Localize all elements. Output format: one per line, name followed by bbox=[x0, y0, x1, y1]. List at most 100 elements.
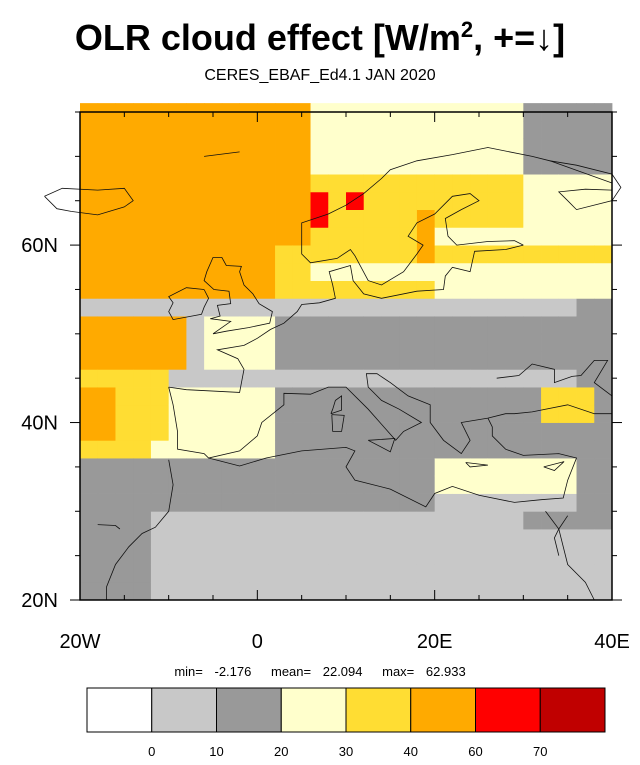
field-cell bbox=[275, 156, 294, 175]
field-cell bbox=[97, 458, 116, 477]
field-cell bbox=[275, 404, 294, 423]
map-plot: 20W 0 20E 40E 20N 40N 60N bbox=[21, 103, 630, 653]
field-cell bbox=[523, 422, 542, 441]
field-cell bbox=[80, 493, 99, 512]
field-cell bbox=[221, 564, 240, 583]
coastline bbox=[331, 414, 345, 432]
field-cell bbox=[257, 120, 276, 140]
field-cell bbox=[221, 262, 240, 281]
field-cell bbox=[257, 404, 276, 423]
field-cell bbox=[541, 546, 560, 565]
field-cell bbox=[381, 316, 400, 335]
field-cell bbox=[470, 280, 489, 299]
field-cell bbox=[257, 458, 276, 477]
field-cell bbox=[470, 582, 489, 601]
field-cell bbox=[594, 458, 613, 477]
field-cell bbox=[328, 564, 347, 583]
field-cell bbox=[239, 156, 258, 175]
field-cell bbox=[221, 280, 240, 299]
field-cell bbox=[594, 316, 613, 335]
field-cell bbox=[97, 351, 116, 370]
field-cell bbox=[381, 404, 400, 423]
field-cell bbox=[416, 333, 436, 352]
field-cell bbox=[346, 351, 365, 370]
field-cell bbox=[434, 351, 453, 370]
field-cell bbox=[310, 582, 329, 601]
field-cell bbox=[133, 298, 152, 317]
field-cell bbox=[399, 262, 418, 281]
field-cell bbox=[541, 245, 560, 264]
field-cell bbox=[558, 298, 577, 317]
field-cell bbox=[186, 369, 205, 388]
field-cell bbox=[204, 245, 223, 264]
field-cell bbox=[399, 458, 418, 477]
field-cell bbox=[133, 227, 152, 246]
field-cell bbox=[150, 564, 170, 583]
field-cell bbox=[452, 351, 471, 370]
field-cell bbox=[221, 529, 240, 548]
field-cell bbox=[204, 404, 223, 423]
field-cell bbox=[239, 351, 258, 370]
field-cell bbox=[221, 475, 240, 494]
field-cell bbox=[80, 511, 99, 530]
field-cell bbox=[487, 440, 506, 459]
field-cell bbox=[328, 209, 347, 228]
field-cell bbox=[328, 369, 347, 388]
field-cell bbox=[487, 458, 506, 477]
field-cell bbox=[576, 280, 595, 299]
field-cell bbox=[576, 440, 595, 459]
field-cell bbox=[594, 333, 613, 352]
field-cell bbox=[168, 387, 187, 406]
field-cell bbox=[363, 369, 382, 388]
field-cell bbox=[434, 174, 453, 193]
field-cell bbox=[505, 529, 524, 548]
field-cell bbox=[558, 316, 577, 335]
field-cell bbox=[399, 298, 418, 317]
x-tick-label: 0 bbox=[252, 631, 263, 653]
field-cell bbox=[558, 262, 577, 281]
field-cell bbox=[257, 156, 276, 175]
field-cell bbox=[80, 174, 99, 193]
field-cell bbox=[399, 120, 418, 140]
field-cell bbox=[328, 440, 347, 459]
colorbar-swatch bbox=[475, 687, 541, 733]
map-subtitle: CERES_EBAF_Ed4.1 JAN 2020 bbox=[204, 67, 436, 84]
field-cell bbox=[257, 440, 276, 459]
field-cell bbox=[186, 316, 205, 335]
field-cell bbox=[150, 422, 170, 441]
field-cell bbox=[133, 422, 152, 441]
field-cell bbox=[186, 564, 205, 583]
field-cell bbox=[239, 511, 258, 530]
field-cell bbox=[576, 458, 595, 477]
field-cell bbox=[310, 351, 329, 370]
field-cell bbox=[346, 422, 365, 441]
colorbar-swatch bbox=[151, 687, 217, 733]
field-cell bbox=[168, 333, 187, 352]
field-cell bbox=[275, 245, 294, 264]
field-cell bbox=[168, 138, 187, 157]
field-cell bbox=[168, 174, 187, 193]
field-cell bbox=[257, 511, 276, 530]
field-cell bbox=[594, 546, 613, 565]
field-cell bbox=[470, 227, 489, 246]
field-cell bbox=[381, 298, 400, 317]
field-cell bbox=[541, 174, 560, 193]
field-cell bbox=[487, 351, 506, 370]
field-cell bbox=[257, 493, 276, 512]
field-cell bbox=[505, 351, 524, 370]
field-cell bbox=[541, 564, 560, 583]
field-cell bbox=[434, 120, 453, 140]
field-cell bbox=[541, 493, 560, 512]
field-cell bbox=[115, 475, 134, 494]
coastline bbox=[106, 459, 174, 600]
field-cell bbox=[150, 387, 170, 406]
coastline bbox=[168, 287, 210, 321]
field-cell bbox=[221, 582, 240, 601]
field-cell bbox=[434, 316, 453, 335]
field-cell bbox=[133, 191, 152, 210]
field-cell bbox=[204, 351, 223, 370]
field-cell bbox=[541, 440, 560, 459]
field-cell bbox=[523, 174, 542, 193]
field-cell bbox=[257, 475, 276, 494]
field-cell bbox=[115, 138, 134, 157]
